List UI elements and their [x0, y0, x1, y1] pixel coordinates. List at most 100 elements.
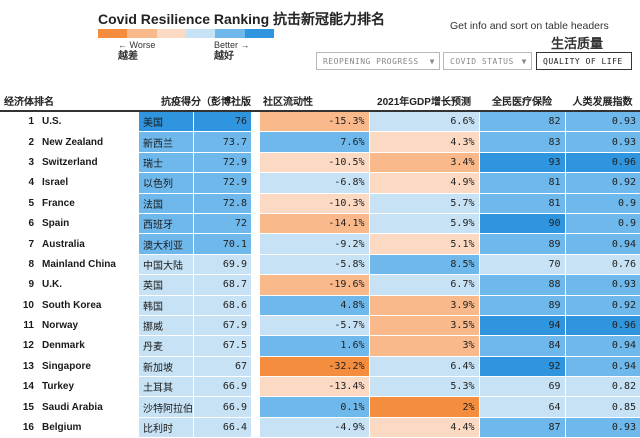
hdi-cell: 0.9 — [564, 193, 640, 214]
health-cell: 93 — [478, 152, 565, 174]
country-name-cn: 美国 — [139, 111, 194, 133]
cell-spacer — [134, 335, 139, 357]
legend-swatch-3 — [156, 29, 186, 38]
gdp-cell: 4.9% — [368, 172, 479, 194]
rank-cell: 3 — [0, 152, 40, 174]
gdp-cell: 5.3% — [368, 376, 479, 398]
health-cell: 83 — [478, 131, 565, 153]
hdi-cell: 0.96 — [564, 315, 640, 337]
cell-spacer — [251, 172, 259, 194]
mobility-cell: -9.2% — [258, 233, 369, 255]
country-name-cn: 西班牙 — [139, 213, 194, 235]
score-cell: 66.4 — [192, 417, 251, 438]
resilience-table: 经济体排名 抗疫得分（彭博社版） 社区流动性 2021年GDP增长预测 全民医疗… — [0, 92, 640, 438]
table-row: 8 Mainland China 中国大陆 69.9 -5.8% 8.5% 70 0.76 — [0, 254, 640, 276]
health-cell: 92 — [478, 356, 565, 378]
cell-spacer — [134, 254, 139, 276]
score-cell: 67.9 — [192, 315, 251, 337]
gdp-cell: 6.4% — [368, 356, 479, 378]
table-row: 16 Belgium 比利时 66.4 -4.9% 4.4% 87 0.93 — [0, 417, 640, 438]
legend-worse: ← Worse 越差 — [118, 40, 155, 62]
cell-spacer — [251, 131, 259, 153]
col-header-health[interactable]: 全民医疗保险 — [479, 92, 565, 112]
mobility-cell: 4.8% — [258, 295, 369, 316]
tab-quality-of-life[interactable]: QUALITY OF LIFE — [536, 52, 632, 70]
sort-info-text: Get info and sort on table headers — [450, 20, 609, 32]
health-cell: 81 — [478, 172, 565, 194]
country-name-cn: 土耳其 — [139, 376, 194, 398]
cell-spacer — [134, 111, 139, 133]
gdp-cell: 2% — [368, 396, 479, 418]
cell-spacer — [251, 335, 259, 357]
country-name: Spain — [40, 213, 134, 235]
hdi-cell: 0.92 — [564, 295, 640, 316]
country-name: Singapore — [40, 356, 134, 378]
health-cell: 84 — [478, 335, 565, 357]
tab-covid-status[interactable]: COVID STATUS ▼ — [443, 52, 532, 70]
hdi-cell: 0.9 — [564, 213, 640, 235]
country-name-cn: 以色列 — [139, 172, 194, 194]
mobility-cell: -4.9% — [258, 417, 369, 438]
legend-swatch-2 — [127, 29, 157, 38]
table-body: 1 U.S. 美国 76 -15.3% 6.6% 82 0.93 2 New Zealand 新西兰… — [0, 111, 640, 438]
gdp-cell: 3.4% — [368, 152, 479, 174]
health-cell: 82 — [478, 111, 565, 133]
rank-cell: 11 — [0, 315, 40, 337]
mobility-cell: -5.7% — [258, 315, 369, 337]
color-legend — [98, 29, 274, 38]
country-name-cn: 丹麦 — [139, 335, 194, 357]
gdp-cell: 6.7% — [368, 274, 479, 296]
gdp-cell: 4.4% — [368, 417, 479, 438]
cell-spacer — [251, 152, 259, 174]
table-row: 9 U.K. 英国 68.7 -19.6% 6.7% 88 0.93 — [0, 274, 640, 296]
cell-spacer — [134, 131, 139, 153]
country-name: Belgium — [40, 417, 134, 438]
country-name: Turkey — [40, 376, 134, 398]
rank-cell: 1 — [0, 111, 40, 133]
mobility-cell: -13.4% — [258, 376, 369, 398]
rank-cell: 14 — [0, 376, 40, 398]
mobility-cell: 7.6% — [258, 131, 369, 153]
gdp-cell: 3.9% — [368, 295, 479, 316]
col-header-hdi[interactable]: 人类发展指数 — [565, 92, 640, 112]
chevron-down-icon: ▼ — [429, 57, 435, 66]
cell-spacer — [251, 233, 259, 255]
legend-swatch-6 — [244, 29, 274, 38]
cell-spacer — [134, 233, 139, 255]
legend-worse-label: ← Worse — [118, 40, 156, 50]
tab-label: QUALITY OF LIFE — [543, 57, 623, 66]
rank-cell: 4 — [0, 172, 40, 194]
col-spacer — [134, 92, 139, 112]
page-title: Covid Resilience Ranking 抗击新冠能力排名 — [98, 11, 386, 27]
col-header-score[interactable]: 抗疫得分（彭博社版） — [139, 92, 251, 112]
cell-spacer — [251, 274, 259, 296]
health-cell: 81 — [478, 193, 565, 214]
country-name: U.K. — [40, 274, 134, 296]
hdi-cell: 0.93 — [564, 111, 640, 133]
country-name: Norway — [40, 315, 134, 337]
rank-cell: 15 — [0, 396, 40, 418]
cell-spacer — [134, 213, 139, 235]
table-header-panel: Covid Resilience Ranking 抗击新冠能力排名 ← Wors… — [0, 0, 640, 92]
table-row: 5 France 法国 72.8 -10.3% 5.7% 81 0.9 — [0, 193, 640, 214]
rank-cell: 8 — [0, 254, 40, 276]
table-row: 3 Switzerland 瑞士 72.9 -10.5% 3.4% 93 0.96 — [0, 152, 640, 174]
col-header-gdp[interactable]: 2021年GDP增长预测 — [369, 92, 479, 112]
rank-cell: 5 — [0, 193, 40, 214]
score-cell: 76 — [192, 111, 251, 133]
cell-spacer — [134, 396, 139, 418]
score-cell: 72.9 — [192, 152, 251, 174]
col-header-mobility[interactable]: 社区流动性 — [259, 92, 369, 112]
health-cell: 90 — [478, 213, 565, 235]
country-name-cn: 新加坡 — [139, 356, 194, 378]
col-spacer — [251, 92, 259, 112]
table-row: 4 Israel 以色列 72.9 -6.8% 4.9% 81 0.92 — [0, 172, 640, 194]
tab-label: COVID STATUS — [450, 57, 514, 66]
health-cell: 88 — [478, 274, 565, 296]
col-header-rank[interactable]: 经济体排名 — [0, 92, 134, 112]
health-cell: 89 — [478, 233, 565, 255]
table-row: 13 Singapore 新加坡 67 -32.2% 6.4% 92 0.94 — [0, 356, 640, 378]
legend-better-label: Better → — [214, 40, 250, 50]
score-cell: 66.9 — [192, 376, 251, 398]
tab-reopening-progress[interactable]: REOPENING PROGRESS ▼ — [316, 52, 440, 70]
